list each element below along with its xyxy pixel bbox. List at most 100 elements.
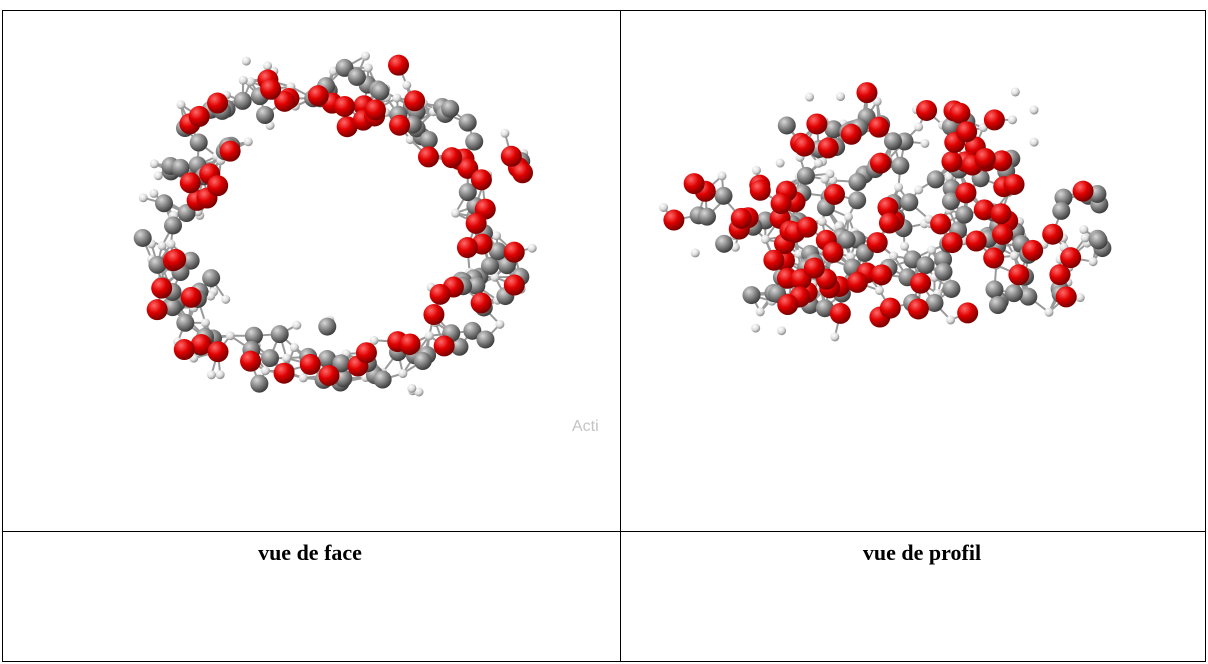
atom	[458, 113, 477, 132]
atom	[492, 231, 502, 241]
atom	[413, 352, 432, 371]
atom	[335, 58, 354, 77]
table-border	[2, 10, 1206, 662]
atom	[714, 186, 733, 205]
atom	[407, 383, 417, 393]
atom	[848, 173, 867, 192]
atom	[715, 234, 734, 253]
atom	[1080, 233, 1090, 243]
atom	[155, 194, 174, 213]
atom	[215, 370, 225, 380]
atom	[238, 75, 248, 85]
atom	[146, 299, 168, 321]
atom	[914, 122, 924, 132]
atom	[151, 277, 173, 299]
atom	[777, 294, 799, 316]
atom	[730, 242, 740, 252]
atom	[760, 234, 770, 244]
atom	[988, 296, 1007, 315]
atom	[476, 330, 495, 349]
atom	[1052, 201, 1071, 220]
atom	[824, 120, 843, 139]
atom	[282, 353, 292, 363]
atom	[879, 297, 901, 319]
atom	[983, 109, 1005, 131]
atom	[751, 323, 761, 333]
atom	[176, 313, 195, 332]
atom	[1010, 87, 1020, 97]
atom	[663, 209, 685, 231]
atom	[289, 343, 299, 353]
atom	[240, 350, 262, 372]
atom	[490, 272, 500, 282]
atom	[794, 249, 804, 259]
atom	[1009, 251, 1019, 261]
atom	[973, 199, 995, 221]
atom	[364, 99, 386, 121]
atom	[871, 264, 893, 286]
atom	[1089, 231, 1108, 250]
atom	[270, 325, 289, 344]
atom	[823, 183, 845, 205]
atom	[503, 241, 525, 263]
atom	[900, 193, 919, 212]
atom	[985, 280, 1004, 299]
caption: vue de profil	[862, 540, 982, 565]
atom	[189, 133, 208, 152]
atom	[822, 241, 844, 263]
atom	[916, 256, 935, 275]
atom	[527, 243, 537, 253]
atom	[171, 158, 190, 177]
atom	[153, 171, 163, 181]
atom	[225, 331, 235, 341]
atom	[941, 232, 963, 254]
atom	[402, 80, 412, 90]
atom	[451, 208, 461, 218]
atom	[470, 169, 492, 191]
atom	[334, 95, 356, 117]
atom	[991, 150, 1013, 172]
atom	[424, 331, 434, 341]
atom	[910, 272, 932, 294]
atom	[749, 179, 771, 201]
atom	[1008, 264, 1030, 286]
atom	[244, 326, 263, 345]
atom	[815, 299, 834, 318]
atom	[843, 212, 853, 222]
atom	[837, 230, 856, 249]
atom	[419, 130, 438, 149]
atom	[894, 182, 904, 192]
atom	[423, 304, 445, 326]
atom	[465, 212, 487, 234]
atom	[1055, 286, 1077, 308]
atom	[433, 335, 455, 357]
atom	[318, 317, 337, 336]
atom	[793, 135, 815, 157]
atom	[1007, 115, 1017, 125]
atom	[848, 191, 867, 210]
atom	[261, 349, 280, 368]
atom	[355, 342, 377, 364]
atom	[512, 162, 534, 184]
atom	[503, 274, 525, 296]
atom	[495, 319, 505, 329]
atom	[990, 203, 1012, 225]
atom	[974, 147, 996, 169]
atom	[318, 350, 337, 369]
atom	[206, 370, 216, 380]
atom	[946, 315, 956, 325]
atom	[133, 228, 152, 247]
atom	[441, 147, 463, 169]
atom	[148, 255, 167, 274]
atom	[840, 123, 862, 145]
atom	[389, 114, 411, 136]
atom	[806, 113, 828, 135]
atom	[1042, 223, 1064, 245]
atom	[463, 321, 482, 340]
atom	[1072, 180, 1094, 202]
atom	[755, 307, 765, 317]
atom	[392, 93, 402, 103]
atom	[659, 203, 669, 213]
atom	[869, 152, 891, 174]
